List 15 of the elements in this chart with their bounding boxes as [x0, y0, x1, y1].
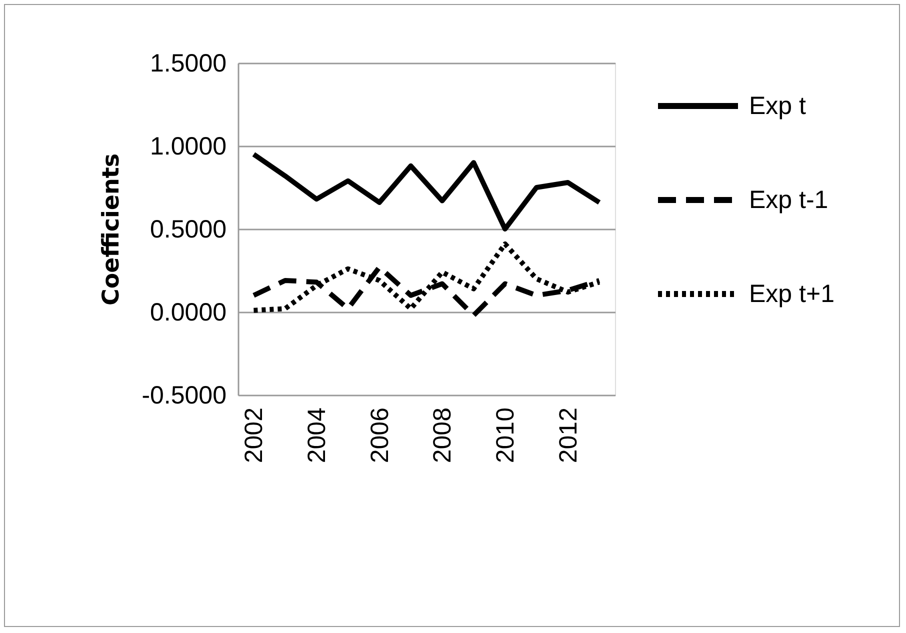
x-tick-label: 2010 [492, 408, 520, 464]
y-tick-label: 0.5000 [150, 216, 226, 244]
x-tick-label: 2008 [428, 408, 457, 464]
y-tick-label: 0.0000 [150, 298, 226, 326]
y-axis-title: Coefficients [98, 153, 125, 306]
legend-label: Exp t+1 [749, 280, 834, 308]
x-tick-label: 2012 [554, 408, 582, 464]
legend-label: Exp t-1 [749, 186, 828, 214]
x-tick-label: 2006 [366, 408, 394, 464]
y-tick-label: 1.0000 [150, 132, 226, 160]
x-tick-label: 2004 [303, 407, 332, 464]
x-tick-label: 2002 [240, 408, 268, 464]
legend-label: Exp t [749, 92, 806, 120]
y-tick-label: -0.5000 [142, 382, 226, 410]
y-tick-label: 1.5000 [150, 50, 226, 78]
